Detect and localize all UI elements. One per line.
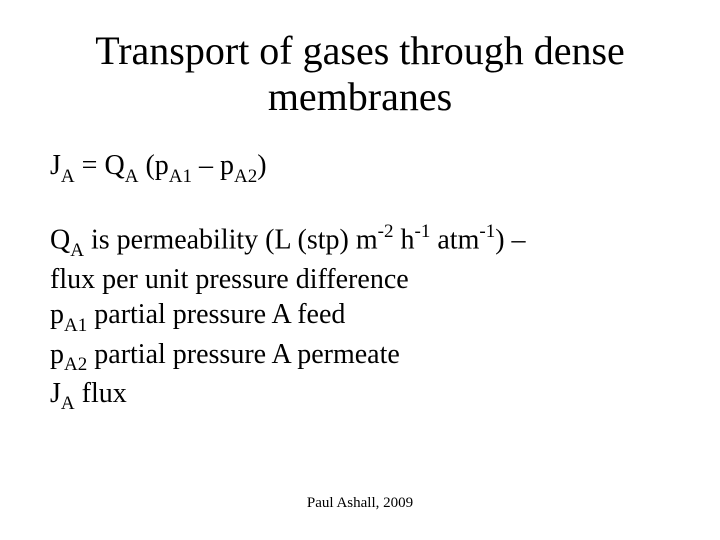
qa-text3: atm: [430, 225, 479, 256]
def-j: JA flux: [50, 376, 670, 415]
def-p1: pA1 partial pressure A feed: [50, 297, 670, 336]
eq-J-sub: A: [61, 166, 75, 187]
def-qa-line2: flux per unit pressure difference: [50, 262, 670, 297]
p1-lead: p: [50, 299, 64, 330]
exp-h: -1: [415, 221, 431, 242]
j-sub: A: [61, 393, 75, 414]
eq-Q-sub: A: [125, 166, 139, 187]
eq-open: (p: [138, 150, 168, 181]
eq-J: J: [50, 150, 61, 181]
title-line-2: membranes: [268, 74, 452, 119]
eq-p1-sub: A1: [169, 166, 192, 187]
p1-sub: A1: [64, 315, 87, 336]
definitions: QA is permeability (L (stp) m-2 h-1 atm-…: [50, 221, 670, 415]
j-text: flux: [75, 378, 127, 409]
equation-line: JA = QA (pA1 – pA2): [50, 148, 670, 187]
slide-title: Transport of gases through dense membran…: [50, 28, 670, 120]
qa-sub: A: [70, 240, 84, 261]
p2-sub: A2: [64, 354, 87, 375]
exp-m: -2: [378, 221, 394, 242]
qa-text1: is permeability (L (stp) m: [84, 225, 378, 256]
footer-author: Paul Ashall, 2009: [0, 495, 720, 512]
qa-text4: ) –: [495, 225, 525, 256]
def-qa-line1: QA is permeability (L (stp) m-2 h-1 atm-…: [50, 221, 670, 262]
p1-text: partial pressure A feed: [87, 299, 345, 330]
eq-close: ): [257, 150, 266, 181]
eq-p2-sub: A2: [234, 166, 257, 187]
j-lead: J: [50, 378, 61, 409]
exp-atm: -1: [479, 221, 495, 242]
qa-text2: h: [394, 225, 415, 256]
slide: Transport of gases through dense membran…: [0, 0, 720, 540]
slide-body: JA = QA (pA1 – pA2) QA is permeability (…: [50, 148, 670, 415]
qa-lead: Q: [50, 225, 70, 256]
eq-minus: – p: [192, 150, 234, 181]
eq-Q: Q: [104, 150, 124, 181]
eq-equals: =: [75, 150, 105, 181]
def-p2: pA2 partial pressure A permeate: [50, 337, 670, 376]
title-line-1: Transport of gases through dense: [95, 28, 625, 73]
p2-lead: p: [50, 339, 64, 370]
p2-text: partial pressure A permeate: [87, 339, 400, 370]
